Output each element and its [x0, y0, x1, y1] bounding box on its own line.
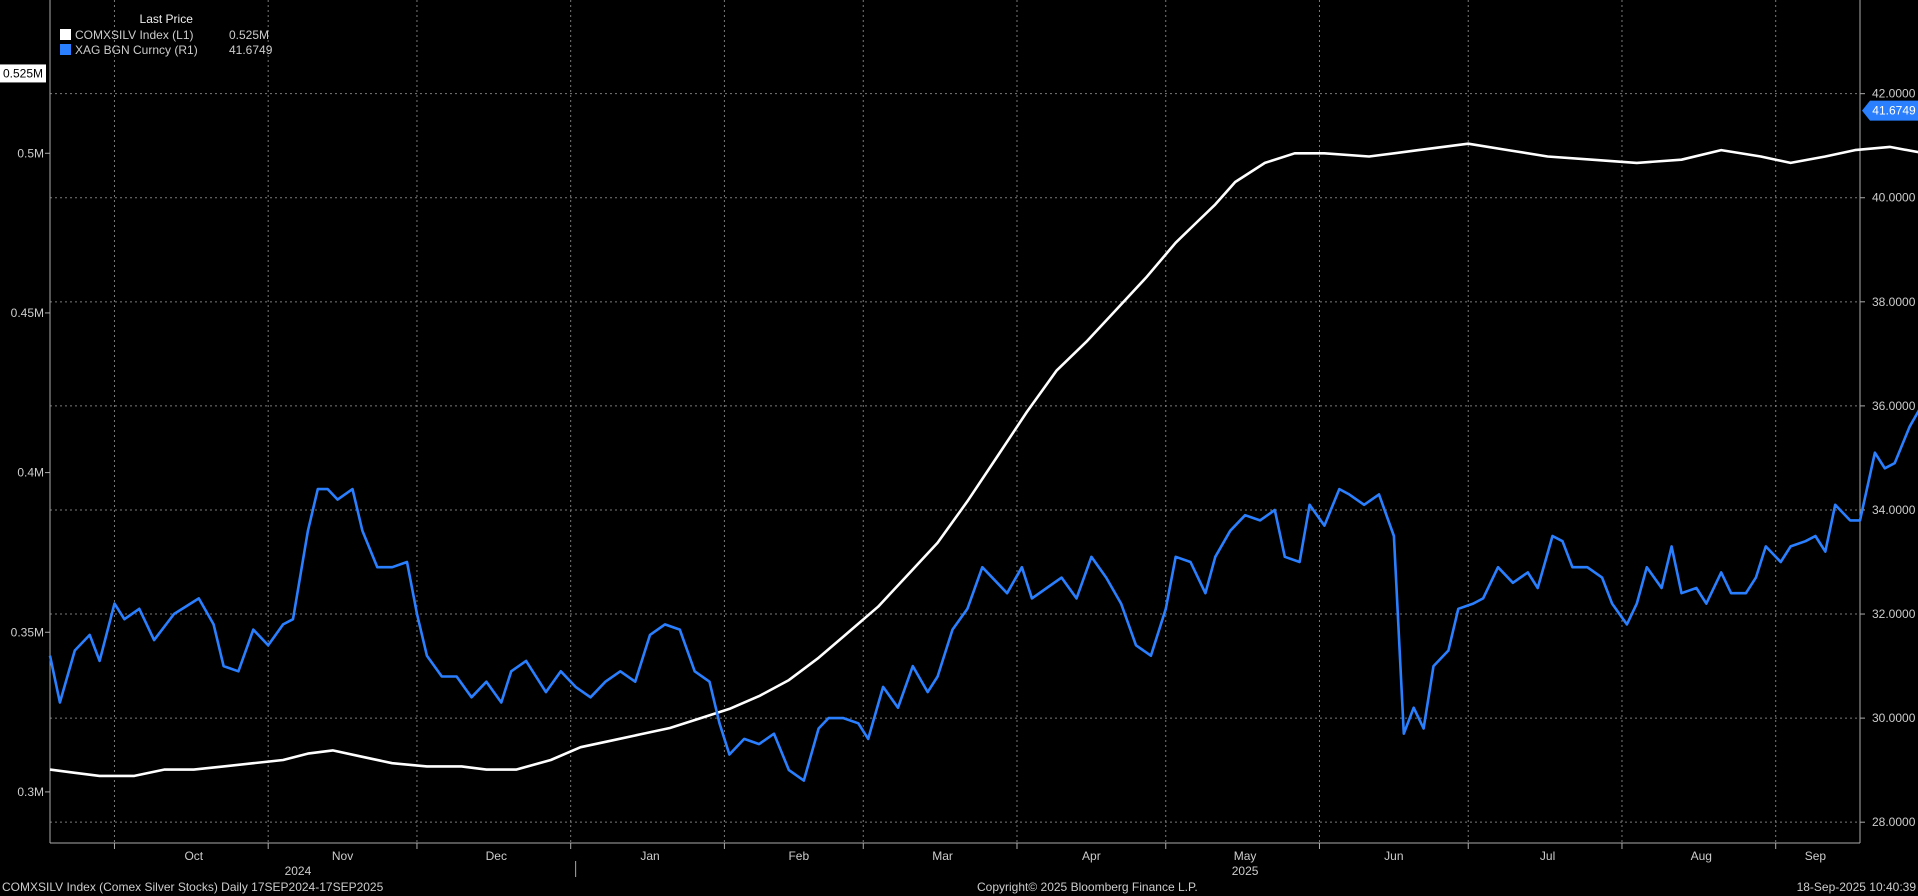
legend-label: XAG BGN Curncy (R1) — [75, 42, 198, 57]
left-last-value-text: 0.525M — [3, 66, 43, 80]
right-tick-label: 32.0000 — [1872, 607, 1916, 621]
axes — [45, 0, 1865, 877]
legend-title: Last Price — [139, 12, 193, 26]
legend-swatch-white — [60, 29, 71, 40]
legend: Last Price COMXSILV Index (L1) 0.525M XA… — [60, 12, 272, 57]
month-label: Apr — [1082, 849, 1101, 863]
left-tick-label: 0.35M — [11, 625, 44, 639]
month-label: Jan — [640, 849, 659, 863]
year-label: 2024 — [285, 864, 312, 878]
right-last-value-box — [1862, 100, 1918, 121]
right-tick-label: 42.0000 — [1872, 87, 1916, 101]
legend-value: 41.6749 — [229, 42, 273, 57]
series-line-xag — [48, 409, 1918, 782]
month-label: May — [1234, 849, 1257, 863]
right-tick-label: 28.0000 — [1872, 815, 1916, 829]
right-tick-label: 30.0000 — [1872, 711, 1916, 725]
month-label: Aug — [1691, 849, 1712, 863]
legend-item-xag[interactable]: XAG BGN Curncy (R1) 41.6749 — [60, 42, 272, 57]
month-label: Feb — [788, 849, 809, 863]
month-label: Nov — [332, 849, 353, 863]
axis-labels: 28.0000 30.0000 32.0000 34.0000 36.0000 38.00… — [0, 64, 1918, 878]
legend-item-comxsilv[interactable]: COMXSILV Index (L1) 0.525M — [60, 27, 272, 42]
year-label: 2025 — [1232, 864, 1259, 878]
legend-value: 0.525M — [229, 27, 270, 42]
month-label: Mar — [932, 849, 953, 863]
left-tick-label: 0.45M — [11, 306, 44, 320]
left-last-value-box — [0, 64, 46, 83]
right-last-value-text: 41.6749 — [1872, 104, 1916, 118]
grid — [50, 0, 1860, 843]
right-tick-label: 34.0000 — [1872, 503, 1916, 517]
month-label: Jun — [1384, 849, 1403, 863]
left-tick-label: 0.3M — [17, 785, 44, 799]
left-tick-label: 0.4M — [17, 466, 44, 480]
right-tick-label: 40.0000 — [1872, 191, 1916, 205]
right-tick-label: 38.0000 — [1872, 295, 1916, 309]
legend-label: COMXSILV Index (L1) — [75, 27, 194, 42]
month-label: Dec — [486, 849, 507, 863]
series-line-comxsilv — [49, 142, 1918, 778]
footer-security: COMXSILV Index (Comex Silver Stocks) Dai… — [2, 880, 384, 894]
month-label: Oct — [184, 849, 203, 863]
left-tick-label: 0.5M — [17, 146, 44, 160]
month-label: Sep — [1805, 849, 1827, 863]
series — [48, 142, 1918, 782]
month-label: Jul — [1540, 849, 1555, 863]
right-last-value-tag: 41.6749 — [1862, 100, 1918, 121]
right-tick-label: 36.0000 — [1872, 399, 1916, 413]
left-last-value-tag: 0.525M — [0, 64, 46, 83]
legend-swatch-blue — [60, 44, 71, 55]
footer-copyright: Copyright© 2025 Bloomberg Finance L.P. — [977, 880, 1198, 894]
footer-timestamp: 18-Sep-2025 10:40:39 — [1796, 880, 1916, 894]
